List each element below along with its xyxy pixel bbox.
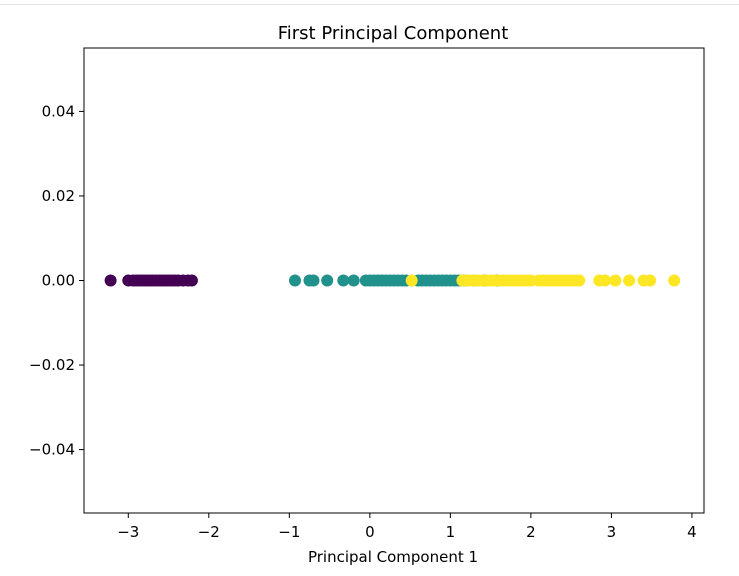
data-point-series-0 (104, 274, 117, 287)
y-axis: 0.04 0.02 0.00 −0.02 −0.04 (29, 102, 84, 459)
x-tick-label: 3 (607, 523, 617, 541)
x-tick-label: 0 (365, 523, 375, 541)
data-point-series-2 (405, 274, 418, 287)
data-point-series-2 (668, 274, 681, 287)
data-points (104, 274, 681, 287)
y-tick-label: 0.04 (42, 102, 75, 120)
y-tick-label: −0.04 (29, 441, 75, 459)
data-point-series-2 (609, 274, 622, 287)
x-axis-label: Principal Component 1 (308, 548, 478, 566)
top-divider (0, 4, 739, 5)
data-point-series-1 (337, 274, 350, 287)
data-point-series-1 (347, 274, 360, 287)
x-axis: −3 −2 −1 0 1 2 3 4 (117, 513, 697, 541)
x-tick-label: 2 (526, 523, 536, 541)
data-point-series-1 (289, 274, 301, 287)
data-point-series-2 (623, 274, 636, 287)
x-tick-label: 4 (687, 523, 697, 541)
data-point-series-2 (573, 274, 586, 287)
x-tick-label: −3 (117, 523, 139, 541)
chart-title: First Principal Component (278, 23, 509, 44)
data-point-series-1 (307, 274, 320, 287)
data-point-series-2 (599, 274, 611, 287)
data-point-series-0 (185, 274, 198, 287)
x-tick-label: −1 (278, 523, 300, 541)
data-point-series-2 (644, 274, 657, 287)
x-tick-label: 1 (446, 523, 456, 541)
data-point-series-1 (321, 274, 334, 287)
y-tick-label: −0.02 (29, 356, 75, 374)
x-tick-label: −2 (198, 523, 220, 541)
y-tick-label: 0.00 (42, 272, 75, 290)
y-tick-label: 0.02 (42, 187, 75, 205)
